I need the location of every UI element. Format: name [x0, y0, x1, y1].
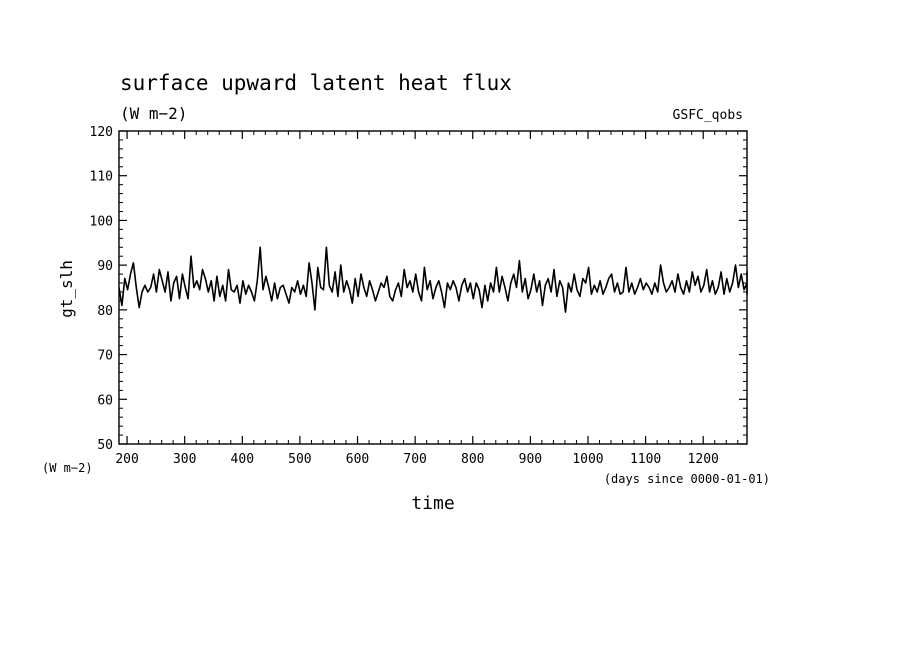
- x-tick-label: 500: [288, 452, 311, 467]
- x-tick-label: 700: [403, 452, 426, 467]
- y-units-label: (W m−2): [42, 461, 93, 475]
- y-tick-label: 70: [97, 349, 113, 364]
- y-tick-label: 80: [97, 304, 113, 319]
- y-axis-label: gt_slh: [57, 260, 76, 318]
- x-tick-label: 1000: [572, 452, 603, 467]
- x-tick-label: 300: [173, 452, 196, 467]
- plot-frame: [118, 130, 748, 445]
- x-axis: 200 300 400 500 600 700 800 900 1000 1100 1200: [115, 131, 739, 467]
- series-group: [118, 246, 748, 313]
- y-tick-label: 60: [97, 393, 113, 408]
- x-tick-label: 600: [346, 452, 369, 467]
- chart-units: (W m−2): [120, 104, 187, 123]
- x-tick-label: 200: [115, 452, 138, 467]
- chart-title: surface upward latent heat flux: [120, 71, 512, 95]
- x-tick-label: 800: [461, 452, 484, 467]
- y-tick-label: 50: [97, 438, 113, 453]
- x-tick-label: 1200: [688, 452, 719, 467]
- x-units-label: (days since 0000-01-01): [604, 472, 770, 486]
- series-line: [118, 246, 748, 313]
- y-axis: 50 60 70 80 90 100 110 120: [90, 125, 747, 453]
- y-tick-label: 120: [90, 125, 113, 140]
- dataset-label: GSFC_qobs: [673, 108, 743, 123]
- y-tick-label: 90: [97, 259, 113, 274]
- x-axis-label: time: [411, 493, 454, 514]
- x-tick-label: 900: [519, 452, 542, 467]
- x-tick-label: 400: [231, 452, 254, 467]
- y-tick-label: 110: [90, 170, 113, 185]
- y-tick-label: 100: [90, 214, 113, 229]
- x-tick-label: 1100: [630, 452, 661, 467]
